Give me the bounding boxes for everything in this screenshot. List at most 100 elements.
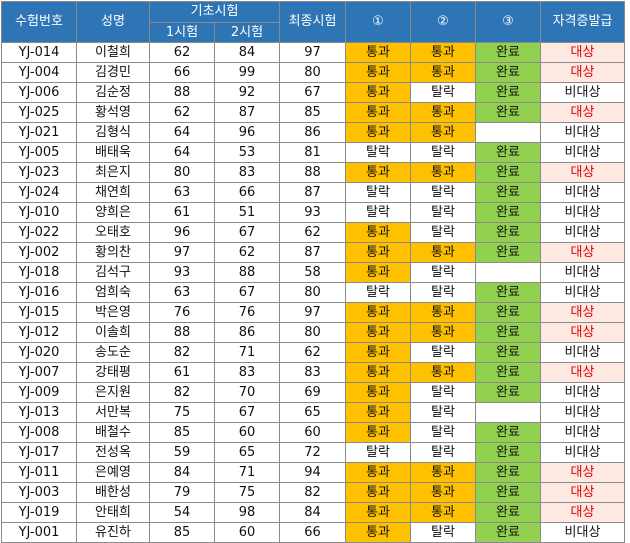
name-cell: 서만복 bbox=[76, 402, 150, 423]
header-check-2: ② bbox=[410, 1, 476, 43]
certificate-cell: 비대상 bbox=[540, 262, 625, 283]
certificate-cell: 대상 bbox=[540, 482, 625, 503]
check-3-cell: 완료 bbox=[475, 342, 541, 363]
exam-no-cell: YJ-014 bbox=[1, 42, 77, 63]
exam-no-cell: YJ-015 bbox=[1, 302, 77, 323]
check-1-cell: 탈락 bbox=[345, 182, 411, 203]
table-row: YJ-017 전성옥 59 65 72 탈락 탈락 완료 비대상 bbox=[1, 442, 625, 463]
certificate-cell: 비대상 bbox=[540, 142, 625, 163]
certificate-cell: 비대상 bbox=[540, 282, 625, 303]
table-row: YJ-013 서만복 75 67 65 통과 탈락 비대상 bbox=[1, 402, 625, 423]
header-check-1: ① bbox=[345, 1, 411, 43]
certificate-cell: 비대상 bbox=[540, 402, 625, 423]
table-row: YJ-008 배철수 85 60 60 통과 탈락 완료 비대상 bbox=[1, 422, 625, 443]
exam-no-cell: YJ-025 bbox=[1, 102, 77, 123]
check-3-cell: 완료 bbox=[475, 482, 541, 503]
name-cell: 전성옥 bbox=[76, 442, 150, 463]
check-3-cell bbox=[475, 122, 541, 143]
certificate-cell: 대상 bbox=[540, 462, 625, 483]
exam-2-score-cell: 62 bbox=[214, 242, 280, 263]
exam-no-cell: YJ-004 bbox=[1, 62, 77, 83]
check-2-cell: 통과 bbox=[410, 302, 476, 323]
exam-no-cell: YJ-005 bbox=[1, 142, 77, 163]
check-3-cell: 완료 bbox=[475, 362, 541, 383]
final-score-cell: 80 bbox=[279, 322, 346, 343]
check-1-cell: 통과 bbox=[345, 82, 411, 103]
table-row: YJ-003 배한성 79 75 82 통과 통과 완료 대상 bbox=[1, 482, 625, 503]
table-row: YJ-004 김경민 66 99 80 통과 통과 완료 대상 bbox=[1, 62, 625, 83]
certificate-cell: 비대상 bbox=[540, 442, 625, 463]
table-body: YJ-014 이철희 62 84 97 통과 통과 완료 대상 YJ-004 김경민 66 99 80 통과… bbox=[1, 42, 625, 543]
check-1-cell: 통과 bbox=[345, 242, 411, 263]
check-2-cell: 통과 bbox=[410, 322, 476, 343]
name-cell: 은지원 bbox=[76, 382, 150, 403]
check-1-cell: 통과 bbox=[345, 382, 411, 403]
table-row: YJ-010 양희은 61 51 93 탈락 탈락 완료 비대상 bbox=[1, 202, 625, 223]
exam-2-score-cell: 67 bbox=[214, 402, 280, 423]
check-2-cell: 통과 bbox=[410, 122, 476, 143]
final-score-cell: 72 bbox=[279, 442, 346, 463]
certificate-cell: 대상 bbox=[540, 242, 625, 263]
final-score-cell: 69 bbox=[279, 382, 346, 403]
check-1-cell: 탈락 bbox=[345, 282, 411, 303]
check-3-cell: 완료 bbox=[475, 382, 541, 403]
header-certificate: 자격증발급 bbox=[540, 1, 625, 43]
table-row: YJ-012 이솔희 88 86 80 통과 통과 완료 대상 bbox=[1, 322, 625, 343]
name-cell: 은예영 bbox=[76, 462, 150, 483]
exam-2-score-cell: 67 bbox=[214, 222, 280, 243]
check-2-cell: 통과 bbox=[410, 482, 476, 503]
certificate-cell: 대상 bbox=[540, 62, 625, 83]
final-score-cell: 85 bbox=[279, 102, 346, 123]
certificate-cell: 비대상 bbox=[540, 182, 625, 203]
name-cell: 채연희 bbox=[76, 182, 150, 203]
name-cell: 양희은 bbox=[76, 202, 150, 223]
header-row: 수험번호 성명 기초시험 최종시험 ① ② ③ 자격증발급 bbox=[1, 1, 625, 43]
header-check-3: ③ bbox=[475, 1, 541, 43]
final-score-cell: 97 bbox=[279, 42, 346, 63]
check-3-cell: 완료 bbox=[475, 462, 541, 483]
check-1-cell: 탈락 bbox=[345, 442, 411, 463]
exam-2-score-cell: 76 bbox=[214, 302, 280, 323]
header-exam-2: 2시험 bbox=[214, 22, 280, 43]
exam-2-score-cell: 67 bbox=[214, 282, 280, 303]
check-1-cell: 통과 bbox=[345, 262, 411, 283]
check-1-cell: 통과 bbox=[345, 62, 411, 83]
check-2-cell: 탈락 bbox=[410, 402, 476, 423]
table-row: YJ-024 채연희 63 66 87 탈락 탈락 완료 비대상 bbox=[1, 182, 625, 203]
exam-no-cell: YJ-003 bbox=[1, 482, 77, 503]
check-2-cell: 통과 bbox=[410, 162, 476, 183]
check-1-cell: 통과 bbox=[345, 482, 411, 503]
name-cell: 김경민 bbox=[76, 62, 150, 83]
exam-2-score-cell: 71 bbox=[214, 462, 280, 483]
final-score-cell: 82 bbox=[279, 482, 346, 503]
check-2-cell: 탈락 bbox=[410, 222, 476, 243]
exam-1-score-cell: 85 bbox=[149, 422, 215, 443]
exam-no-cell: YJ-006 bbox=[1, 82, 77, 103]
check-2-cell: 통과 bbox=[410, 62, 476, 83]
final-score-cell: 87 bbox=[279, 182, 346, 203]
check-1-cell: 통과 bbox=[345, 342, 411, 363]
exam-2-score-cell: 66 bbox=[214, 182, 280, 203]
exam-2-score-cell: 88 bbox=[214, 262, 280, 283]
exam-no-cell: YJ-024 bbox=[1, 182, 77, 203]
exam-2-score-cell: 65 bbox=[214, 442, 280, 463]
certificate-cell: 비대상 bbox=[540, 122, 625, 143]
exam-1-score-cell: 62 bbox=[149, 102, 215, 123]
check-2-cell: 탈락 bbox=[410, 342, 476, 363]
exam-no-cell: YJ-011 bbox=[1, 462, 77, 483]
check-2-cell: 통과 bbox=[410, 242, 476, 263]
check-3-cell: 완료 bbox=[475, 422, 541, 443]
certificate-cell: 비대상 bbox=[540, 422, 625, 443]
exam-1-score-cell: 88 bbox=[149, 322, 215, 343]
name-cell: 박은영 bbox=[76, 302, 150, 323]
exam-no-cell: YJ-017 bbox=[1, 442, 77, 463]
check-2-cell: 탈락 bbox=[410, 382, 476, 403]
exam-2-score-cell: 60 bbox=[214, 422, 280, 443]
exam-no-cell: YJ-012 bbox=[1, 322, 77, 343]
check-3-cell: 완료 bbox=[475, 142, 541, 163]
check-2-cell: 통과 bbox=[410, 102, 476, 123]
check-3-cell: 완료 bbox=[475, 302, 541, 323]
name-cell: 김형식 bbox=[76, 122, 150, 143]
check-1-cell: 통과 bbox=[345, 42, 411, 63]
final-score-cell: 80 bbox=[279, 62, 346, 83]
